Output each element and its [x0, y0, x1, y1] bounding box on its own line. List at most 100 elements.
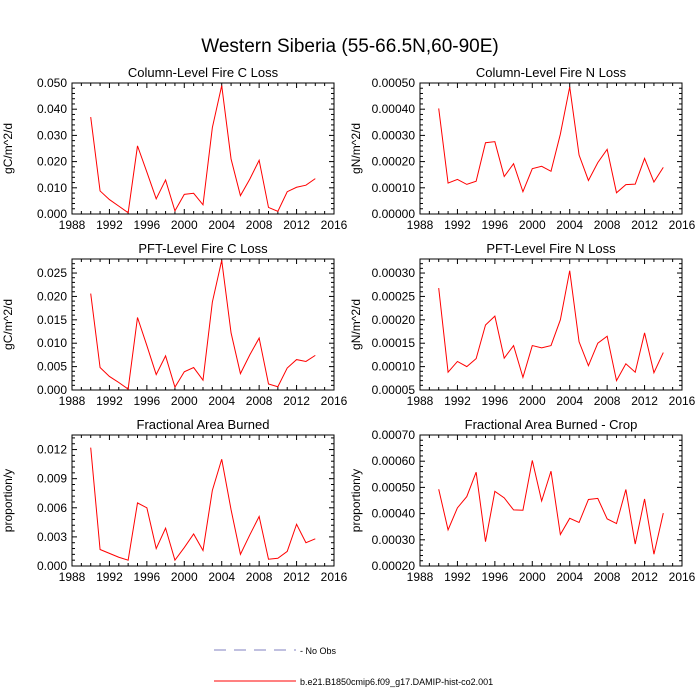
y-axis-label: gN/m^2/d [349, 299, 363, 350]
plot-frame [71, 434, 335, 567]
chart-panels: Column-Level Fire C Loss gC/m^2/d 1988 1992… [1, 65, 696, 584]
x-tick-label: 2008 [246, 394, 273, 408]
y-tick-label: 0.00040 [372, 507, 416, 521]
series-line [438, 460, 664, 555]
legend-label: - No Obs [300, 646, 337, 656]
y-tick-label: 0.003 [37, 530, 67, 544]
x-tick-label: 2004 [556, 570, 583, 584]
y-tick-label: 0.010 [37, 181, 67, 195]
legend-label: b.e21.B1850cmip6.f09_g17.DAMIP-hist-co2.… [300, 677, 493, 687]
series-line [90, 260, 316, 390]
x-tick-label: 1996 [134, 394, 161, 408]
y-tick-label: 0.040 [37, 102, 67, 116]
y-tick-label: 0.030 [37, 128, 67, 142]
y-tick-label: 0.000 [37, 383, 67, 397]
plot-frame [419, 258, 683, 391]
x-tick-label: 2000 [171, 570, 198, 584]
x-tick-label: 2012 [631, 570, 658, 584]
plot-frame [71, 82, 335, 215]
y-tick-label: 0.000 [37, 207, 67, 221]
x-tick-label: 2000 [171, 394, 198, 408]
x-tick-label: 2004 [208, 394, 235, 408]
y-tick-label: 0.00030 [372, 533, 416, 547]
x-tick-label: 2016 [321, 394, 348, 408]
x-tick-label: 2008 [246, 570, 273, 584]
x-tick-label: 2012 [283, 394, 310, 408]
x-tick-label: 2008 [594, 570, 621, 584]
x-tick-label: 2012 [631, 394, 658, 408]
y-axis-label: gC/m^2/d [1, 123, 15, 174]
x-tick-label: 2004 [208, 218, 235, 232]
y-axis-label: gC/m^2/d [1, 299, 15, 350]
y-tick-label: 0.00040 [372, 102, 416, 116]
plot-frame [71, 258, 335, 391]
y-axis-label: proportion/y [1, 469, 15, 532]
y-tick-label: 0.000 [37, 559, 67, 573]
y-tick-label: 0.00000 [372, 207, 416, 221]
x-tick-label: 1992 [96, 570, 123, 584]
x-tick-label: 2000 [519, 570, 546, 584]
x-tick-label: 2012 [283, 570, 310, 584]
y-tick-label: 0.050 [37, 76, 67, 90]
y-tick-label: 0.00070 [372, 428, 416, 442]
series-line [90, 85, 316, 214]
y-tick-label: 0.00015 [372, 336, 416, 350]
x-tick-label: 2000 [171, 218, 198, 232]
x-tick-label: 2000 [519, 394, 546, 408]
x-tick-label: 2004 [556, 394, 583, 408]
y-tick-label: 0.00010 [372, 360, 416, 374]
x-tick-label: 1988 [407, 570, 434, 584]
chart-title: Column-Level Fire N Loss [476, 65, 627, 80]
y-tick-label: 0.00010 [372, 181, 416, 195]
chart-panel-6: Fractional Area Burned - Crop proportion/… [349, 417, 696, 584]
x-tick-label: 2004 [208, 570, 235, 584]
chart-panel-4: PFT-Level Fire N Loss gN/m^2/d 1988 1992 199… [349, 241, 696, 408]
x-tick-label: 1992 [96, 218, 123, 232]
y-tick-label: 0.00030 [372, 266, 416, 280]
chart-title: Fractional Area Burned - Crop [465, 417, 638, 432]
y-tick-label: 0.00020 [372, 559, 416, 573]
x-tick-label: 2004 [556, 218, 583, 232]
chart-panel-5: Fractional Area Burned proportion/y 1988 19… [1, 417, 348, 584]
y-tick-label: 0.00030 [372, 128, 416, 142]
x-tick-label: 2008 [246, 218, 273, 232]
y-tick-label: 0.020 [37, 289, 67, 303]
x-tick-label: 2000 [519, 218, 546, 232]
x-tick-label: 1988 [59, 218, 86, 232]
x-tick-label: 2008 [594, 394, 621, 408]
y-tick-label: 0.012 [37, 443, 67, 457]
x-tick-label: 1992 [444, 570, 471, 584]
x-tick-label: 1988 [407, 394, 434, 408]
x-tick-label: 1988 [407, 218, 434, 232]
chart-title: Column-Level Fire C Loss [128, 65, 279, 80]
y-tick-label: 0.020 [37, 155, 67, 169]
x-tick-label: 2016 [321, 218, 348, 232]
x-tick-label: 1992 [96, 394, 123, 408]
x-tick-label: 1988 [59, 394, 86, 408]
y-tick-label: 0.00020 [372, 155, 416, 169]
plot-frame [419, 434, 683, 567]
x-tick-label: 1996 [482, 394, 509, 408]
y-tick-label: 0.009 [37, 472, 67, 486]
chart-title: Fractional Area Burned [137, 417, 270, 432]
x-tick-label: 1992 [444, 394, 471, 408]
y-tick-label: 0.010 [37, 336, 67, 350]
x-tick-label: 2016 [669, 394, 696, 408]
chart-panel-3: PFT-Level Fire C Loss gC/m^2/d 1988 1992 199… [1, 241, 348, 408]
x-tick-label: 2016 [669, 570, 696, 584]
series-line [90, 447, 316, 562]
chart-panel-2: Column-Level Fire N Loss gN/m^2/d 1988 1992… [349, 65, 696, 232]
y-tick-label: 0.005 [37, 360, 67, 374]
y-tick-label: 0.00005 [372, 383, 416, 397]
legend: - No Obs b.e21.B1850cmip6.f09_g17.DAMIP-h… [214, 646, 493, 687]
x-tick-label: 2012 [283, 218, 310, 232]
y-tick-label: 0.00050 [372, 76, 416, 90]
series-line [438, 86, 664, 194]
legend-item-1: - No Obs [214, 646, 337, 656]
series-line [438, 270, 664, 383]
x-tick-label: 2008 [594, 218, 621, 232]
x-tick-label: 1992 [444, 218, 471, 232]
plot-frame [419, 82, 683, 215]
x-tick-label: 1996 [134, 570, 161, 584]
y-axis-label: proportion/y [349, 469, 363, 532]
